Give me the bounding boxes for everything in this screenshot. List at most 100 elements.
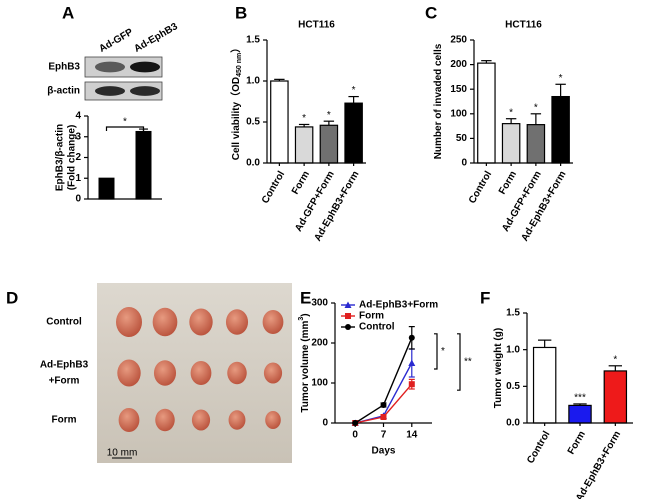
y-axis-label-text: Cell viability（OD (229, 77, 242, 160)
y-tick-label: 1.5 (506, 308, 520, 319)
y-tick-label: 50 (456, 133, 468, 144)
bar (294, 126, 314, 164)
y-tick-label: 200 (311, 338, 328, 349)
significance: * (509, 107, 513, 118)
y-axis-label: Tumor volume (mm3) (298, 313, 311, 412)
y-axis-label-text: Number of invaded cells (433, 43, 444, 159)
significance: ** (464, 357, 472, 368)
row-label: +Form (49, 376, 80, 387)
y-axis-label: EphB3/β-actin (55, 124, 66, 191)
tumor (225, 309, 249, 335)
bar (603, 370, 628, 424)
tumor (117, 359, 141, 387)
marker (380, 414, 387, 420)
x-tick-label: Control (525, 429, 552, 465)
y-tick-label: 3 (75, 131, 81, 142)
bar (135, 130, 152, 200)
y-tick-label: 0.5 (506, 381, 520, 392)
tumor (227, 361, 247, 385)
bar (270, 80, 289, 164)
x-axis-label: Days (372, 446, 396, 457)
tumor (189, 308, 213, 336)
panel-label: C (425, 3, 437, 22)
marker (344, 301, 352, 308)
scale-bar-label: 10 mm (107, 448, 138, 459)
y-tick-label: 0.0 (506, 418, 520, 429)
tumor (262, 310, 284, 334)
y-axis-label-sub: 450 nm (236, 53, 243, 77)
lane-label: Ad-GFP (97, 27, 135, 55)
y-tick-label: 300 (311, 298, 328, 309)
marker (345, 324, 351, 330)
x-tick-label: Form (566, 429, 588, 456)
y-tick-label: 2 (75, 152, 81, 163)
bracket (105, 126, 145, 131)
bar (319, 124, 339, 164)
x-tick-label: Form (497, 169, 519, 196)
significance: * (441, 346, 445, 357)
bar (568, 404, 592, 424)
y-axis-label: Tumor weight (g) (493, 328, 504, 408)
significance: * (559, 73, 563, 84)
tumor (191, 409, 211, 431)
marker (408, 381, 415, 388)
y-tick-label: 1.0 (246, 76, 260, 87)
y-axis-label-sup: 3 (298, 317, 305, 321)
y-tick-label: 0.0 (246, 158, 260, 169)
blot-band (95, 86, 125, 96)
legend-label: Control (359, 322, 395, 333)
bar (477, 62, 496, 164)
marker (345, 313, 351, 319)
y-axis-label-end: ） (229, 43, 242, 53)
legend-label: Form (359, 311, 384, 322)
tumor (152, 307, 178, 337)
y-axis-label-text: Tumor volume (mm (300, 320, 311, 412)
bar (532, 346, 557, 424)
tumor (190, 361, 212, 385)
chart-title: HCT116 (298, 20, 335, 31)
x-tick-label: 7 (381, 430, 387, 441)
bar (98, 177, 115, 200)
tumor (155, 408, 175, 432)
chart-title: HCT116 (505, 20, 542, 31)
tumor (263, 362, 283, 384)
panel-label: A (62, 3, 74, 22)
panel-label: F (480, 288, 490, 307)
significance: * (534, 102, 538, 113)
y-axis-label: (Fold change) (67, 125, 78, 191)
bar (551, 95, 570, 164)
panel-label: E (300, 288, 311, 307)
tumor (153, 360, 177, 386)
legend-label: Ad-EphB3+Form (359, 300, 438, 311)
y-tick-label: 250 (450, 35, 467, 46)
row-label: β-actin (47, 86, 80, 97)
y-tick-label: 0 (461, 158, 467, 169)
marker (352, 420, 359, 426)
bracket (457, 333, 461, 391)
blot-band (130, 61, 160, 73)
significance: * (123, 117, 127, 128)
bar (501, 123, 521, 164)
x-tick-label: 0 (352, 430, 358, 441)
lane-label: Ad-EphB3 (132, 21, 180, 55)
bar (526, 124, 546, 164)
x-tick-label: Control (260, 169, 287, 205)
tumor (118, 408, 140, 432)
blot-band (95, 61, 125, 73)
y-tick-label: 1.5 (246, 35, 260, 46)
y-tick-label: 100 (311, 378, 328, 389)
series-line (354, 337, 413, 424)
x-tick-label: Form (290, 169, 312, 196)
panel-label: B (235, 3, 247, 22)
blot-band (130, 86, 160, 96)
marker (408, 334, 415, 341)
y-axis-label-end: ) (300, 313, 311, 316)
bracket (434, 333, 438, 370)
x-tick-label: 14 (406, 430, 418, 441)
significance: * (302, 113, 306, 124)
tumor (116, 307, 142, 337)
bar (344, 102, 363, 164)
marker (380, 402, 387, 408)
significance: * (352, 85, 356, 96)
